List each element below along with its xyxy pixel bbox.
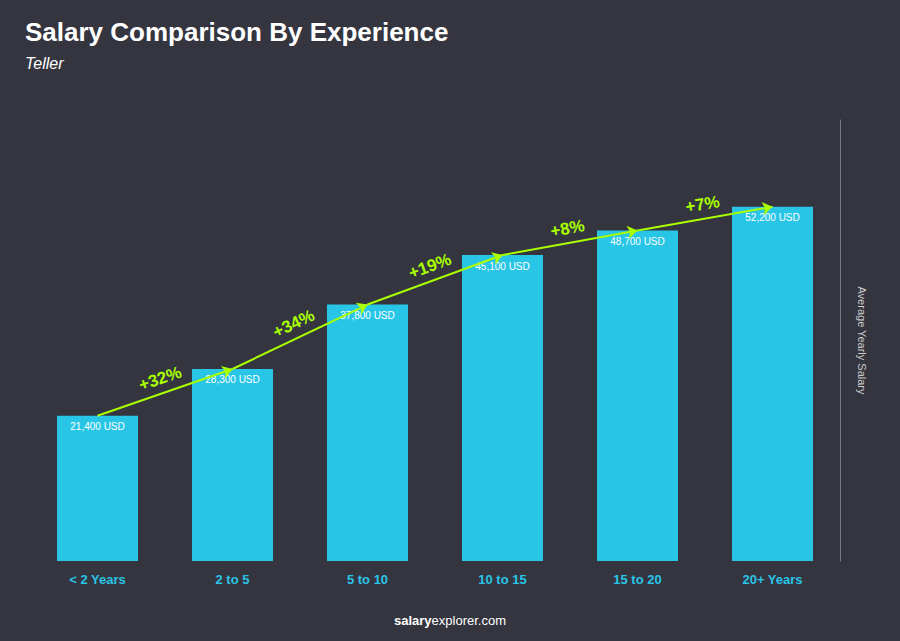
svg-text:52,200 USD: 52,200 USD <box>745 212 799 223</box>
svg-text:+32%: +32% <box>136 363 184 395</box>
svg-text:28,300 USD: 28,300 USD <box>205 374 260 386</box>
svg-text:< 2 Years: < 2 Years <box>69 572 126 587</box>
svg-text:Average Yearly Salary: Average Yearly Salary <box>856 286 868 395</box>
svg-text:45,100 USD: 45,100 USD <box>475 260 530 272</box>
svg-text:+34%: +34% <box>270 306 318 342</box>
svg-text:+7%: +7% <box>684 192 721 217</box>
svg-text:15 to 20: 15 to 20 <box>613 572 661 587</box>
svg-text:+19%: +19% <box>406 250 454 283</box>
svg-text:48,700 USD: 48,700 USD <box>610 236 664 247</box>
svg-text:37,800 USD: 37,800 USD <box>340 310 394 321</box>
svg-text:20+ Years: 20+ Years <box>742 572 802 587</box>
svg-text:21,400 USD: 21,400 USD <box>70 421 124 432</box>
svg-text:Salary Comparison By Experienc: Salary Comparison By Experience <box>25 17 448 47</box>
svg-text:5 to 10: 5 to 10 <box>347 572 388 587</box>
svg-text:2 to 5: 2 to 5 <box>216 572 250 587</box>
svg-text:salary: salary <box>394 613 432 628</box>
svg-text:explorer.com: explorer.com <box>432 613 506 628</box>
svg-text:+8%: +8% <box>549 216 586 241</box>
svg-text:10 to 15: 10 to 15 <box>478 572 526 587</box>
svg-text:Teller: Teller <box>25 55 64 72</box>
